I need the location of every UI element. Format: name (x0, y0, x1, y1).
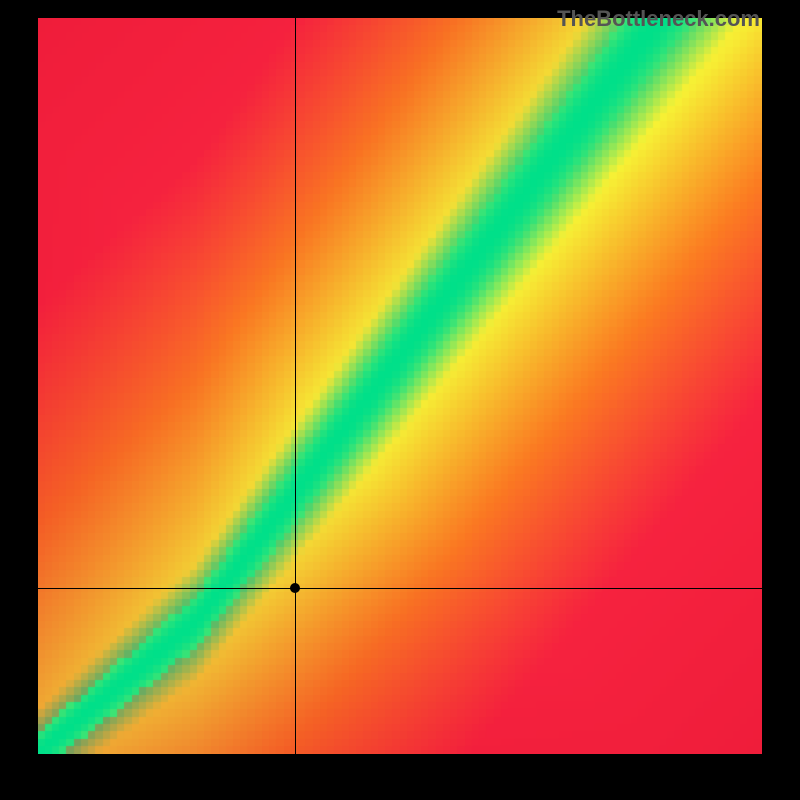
chart-container: TheBottleneck.com (0, 0, 800, 800)
crosshair-vertical (295, 18, 296, 754)
bottleneck-heatmap (38, 18, 762, 754)
watermark-text: TheBottleneck.com (557, 6, 760, 32)
crosshair-horizontal (38, 588, 762, 589)
